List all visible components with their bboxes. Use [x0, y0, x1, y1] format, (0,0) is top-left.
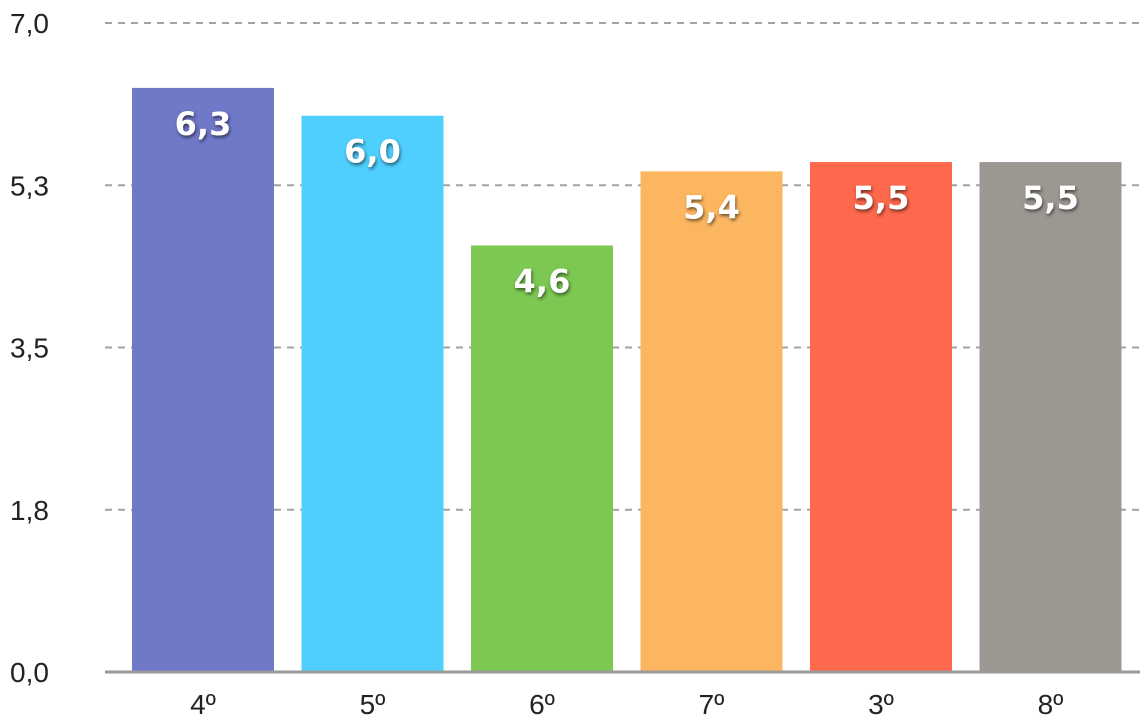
bar [302, 116, 444, 672]
y-tick-label: 1,8 [10, 495, 49, 526]
data-label: 6,0 [344, 133, 401, 171]
x-tick-label: 7º [699, 689, 725, 720]
y-axis-ticks: 0,0 1,8 3,5 5,3 7,0 [10, 8, 49, 688]
bar [980, 162, 1122, 672]
data-label: 4,6 [514, 263, 571, 301]
x-axis-ticks: 4º 5º 6º 7º 3º 8º [190, 689, 1063, 720]
bar [810, 162, 952, 672]
data-label: 5,5 [1022, 179, 1079, 217]
bars [132, 88, 1122, 672]
y-tick-label: 7,0 [10, 8, 49, 39]
y-tick-label: 0,0 [10, 657, 49, 688]
data-label: 5,4 [683, 188, 740, 226]
bar [471, 246, 613, 672]
x-tick-label: 5º [360, 689, 386, 720]
bar [132, 88, 274, 672]
x-tick-label: 4º [190, 689, 216, 720]
x-tick-label: 3º [868, 689, 894, 720]
data-label: 5,5 [853, 179, 910, 217]
x-tick-label: 6º [529, 689, 555, 720]
data-label: 6,3 [175, 105, 232, 143]
y-tick-label: 5,3 [10, 170, 49, 201]
bar [641, 171, 783, 672]
x-tick-label: 8º [1038, 689, 1064, 720]
y-tick-label: 3,5 [10, 333, 49, 364]
